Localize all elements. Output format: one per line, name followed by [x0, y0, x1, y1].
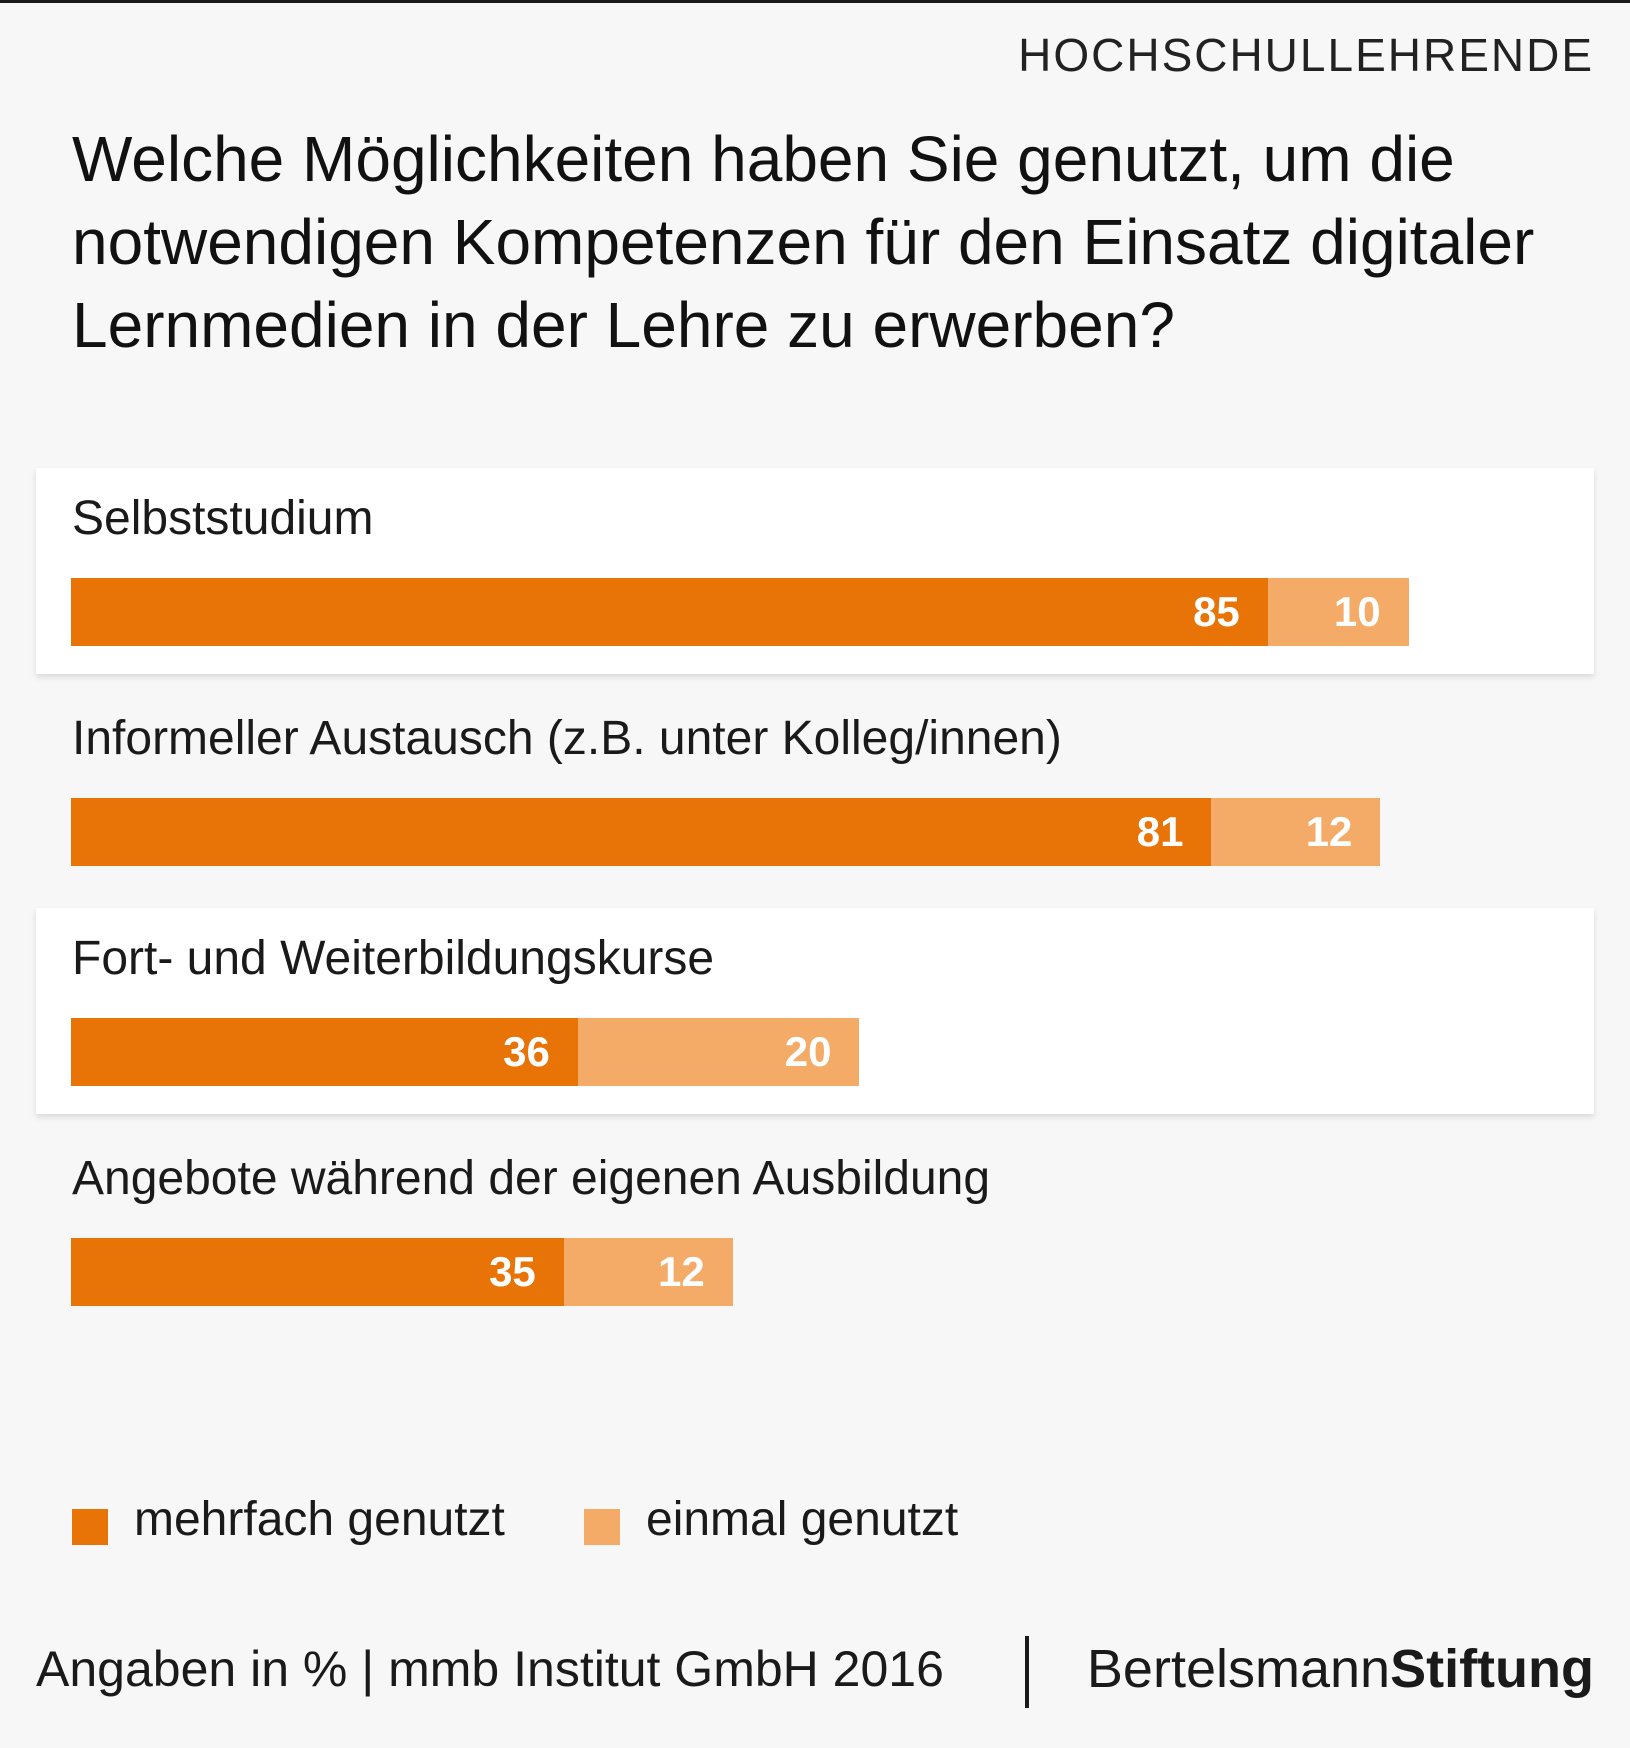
category-label: Fort- und Weiterbildungskurse [72, 932, 715, 985]
source-note: Angaben in % | mmb Institut GmbH 2016 [36, 1641, 944, 1697]
bar-segment-multiple: 36 [71, 1018, 578, 1086]
bar-segment-multiple: 81 [71, 798, 1212, 866]
bar-segment-multiple: 35 [71, 1238, 564, 1306]
brand-bold: Stiftung [1390, 1639, 1594, 1699]
data-label: 12 [1305, 808, 1353, 855]
category-label: Informeller Austausch (z.B. unter Kolleg… [72, 712, 1062, 765]
footer-divider [1025, 1636, 1029, 1708]
legend-swatch-multiple [72, 1509, 108, 1545]
legend-label-once: einmal genutzt [646, 1493, 959, 1546]
data-label: 35 [489, 1248, 536, 1295]
bar-segment-once: 12 [1211, 798, 1381, 866]
brand-regular: Bertelsmann [1086, 1639, 1391, 1699]
bar-segment-multiple: 85 [71, 578, 1268, 646]
category-label: Angebote während der eigenen Ausbildung [72, 1152, 991, 1205]
top-rule [0, 0, 1630, 3]
data-label: 20 [784, 1028, 832, 1075]
bar-segment-once: 20 [577, 1018, 860, 1086]
category-label: Selbststudium [72, 492, 374, 545]
bar-segment-once: 10 [1267, 578, 1409, 646]
data-label: 12 [658, 1248, 705, 1295]
chart-title: Welche Möglichkeiten haben Sie genutzt, … [72, 123, 1535, 361]
data-label: 85 [1193, 588, 1240, 635]
data-label: 81 [1136, 808, 1184, 855]
legend-swatch-once [584, 1509, 620, 1545]
bar-segment-once: 12 [563, 1238, 733, 1306]
data-label: 10 [1333, 588, 1381, 635]
brand-logo: BertelsmannStiftung [1087, 1638, 1594, 1700]
legend-label-multiple: mehrfach genutzt [134, 1493, 505, 1546]
data-label: 36 [503, 1028, 550, 1075]
category-label: HOCHSCHULLEHRENDE [1018, 29, 1594, 81]
